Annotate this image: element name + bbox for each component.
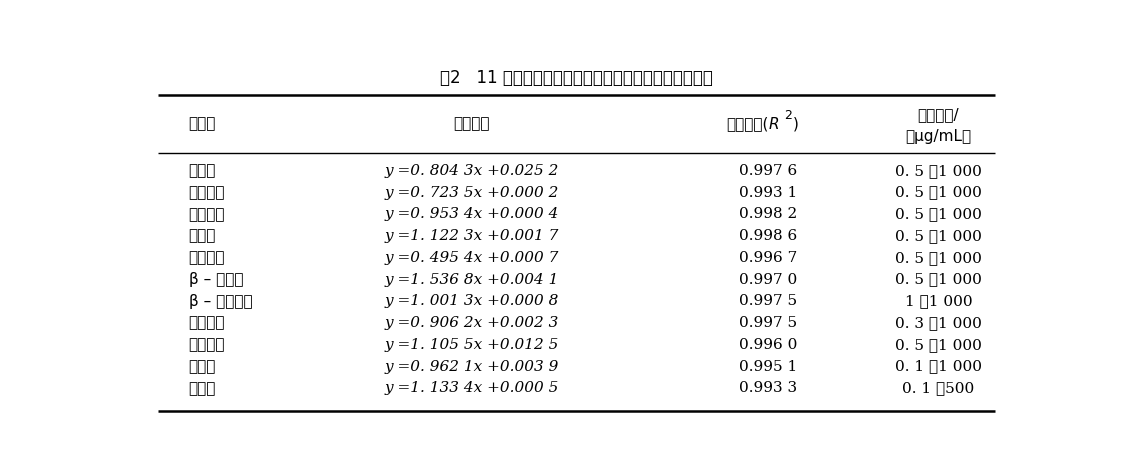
Text: 0. 5 ～1 000: 0. 5 ～1 000: [896, 207, 982, 221]
Text: ): ): [793, 116, 799, 131]
Text: y =1. 001 3x +0.000 8: y =1. 001 3x +0.000 8: [385, 294, 559, 309]
Text: 0. 3 ～1 000: 0. 3 ～1 000: [896, 316, 982, 330]
Text: 2: 2: [784, 109, 792, 122]
Text: 角鲨烯: 角鲨烯: [189, 163, 216, 178]
Text: 0.997 0: 0.997 0: [739, 273, 798, 286]
Text: y =0. 962 1x +0.003 9: y =0. 962 1x +0.003 9: [385, 359, 559, 374]
Text: 羊毛甾醇: 羊毛甾醇: [189, 250, 225, 265]
Text: 0.997 5: 0.997 5: [739, 316, 798, 330]
Text: y =0. 953 4x +0.000 4: y =0. 953 4x +0.000 4: [385, 207, 559, 221]
Text: y =0. 906 2x +0.002 3: y =0. 906 2x +0.002 3: [385, 316, 559, 330]
Text: 化合物: 化合物: [189, 116, 216, 131]
Text: 0. 5 ～1 000: 0. 5 ～1 000: [896, 251, 982, 265]
Text: 0.997 6: 0.997 6: [739, 164, 798, 178]
Text: 0. 1 ～500: 0. 1 ～500: [902, 382, 974, 395]
Text: 0. 5 ～1 000: 0. 5 ～1 000: [896, 186, 982, 200]
Text: 0.998 6: 0.998 6: [739, 229, 798, 243]
Text: y =1. 133 4x +0.000 5: y =1. 133 4x +0.000 5: [385, 382, 559, 395]
Text: 线性范围/: 线性范围/: [918, 107, 960, 122]
Text: 0. 1 ～1 000: 0. 1 ～1 000: [894, 359, 982, 374]
Text: 豆甾醇: 豆甾醇: [189, 228, 216, 244]
Text: y =0. 804 3x +0.025 2: y =0. 804 3x +0.025 2: [385, 164, 559, 178]
Text: （μg/mL）: （μg/mL）: [906, 129, 972, 144]
Text: 1 ～1 000: 1 ～1 000: [904, 294, 972, 309]
Text: β – 香树脂醇: β – 香树脂醇: [189, 294, 252, 309]
Text: 0. 5 ～1 000: 0. 5 ～1 000: [896, 273, 982, 286]
Text: 0.993 3: 0.993 3: [739, 382, 798, 395]
Text: 0.996 0: 0.996 0: [739, 338, 798, 352]
Text: 0. 5 ～1 000: 0. 5 ～1 000: [896, 164, 982, 178]
Text: 相关系数(: 相关系数(: [726, 116, 768, 131]
Text: 0.995 1: 0.995 1: [739, 359, 798, 374]
Text: 0.998 2: 0.998 2: [739, 207, 798, 221]
Text: 菜籽甾醇: 菜籽甾醇: [189, 185, 225, 200]
Text: 菜油甾醇: 菜油甾醇: [189, 207, 225, 222]
Text: y =0. 723 5x +0.000 2: y =0. 723 5x +0.000 2: [385, 186, 559, 200]
Text: 羽扇豆醇: 羽扇豆醇: [189, 316, 225, 331]
Text: 熊果醇: 熊果醇: [189, 359, 216, 374]
Text: 0.993 1: 0.993 1: [739, 186, 798, 200]
Text: 0. 5 ～1 000: 0. 5 ～1 000: [896, 338, 982, 352]
Text: 桦木醇: 桦木醇: [189, 381, 216, 396]
Text: β – 谷甾醇: β – 谷甾醇: [189, 272, 243, 287]
Text: y =1. 122 3x +0.001 7: y =1. 122 3x +0.001 7: [385, 229, 559, 243]
Text: 线性方程: 线性方程: [453, 116, 490, 131]
Text: y =0. 495 4x +0.000 7: y =0. 495 4x +0.000 7: [385, 251, 559, 265]
Text: y =1. 105 5x +0.012 5: y =1. 105 5x +0.012 5: [385, 338, 559, 352]
Text: 环阿屯醇: 环阿屯醇: [189, 337, 225, 352]
Text: 0. 5 ～1 000: 0. 5 ～1 000: [896, 229, 982, 243]
Text: 表2   11 种目标化合物的线性方程、相关系数及线性范围: 表2 11 种目标化合物的线性方程、相关系数及线性范围: [440, 69, 713, 87]
Text: 0.997 5: 0.997 5: [739, 294, 798, 309]
Text: y =1. 536 8x +0.004 1: y =1. 536 8x +0.004 1: [385, 273, 559, 286]
Text: $R$: $R$: [768, 115, 780, 131]
Text: 0.996 7: 0.996 7: [739, 251, 798, 265]
